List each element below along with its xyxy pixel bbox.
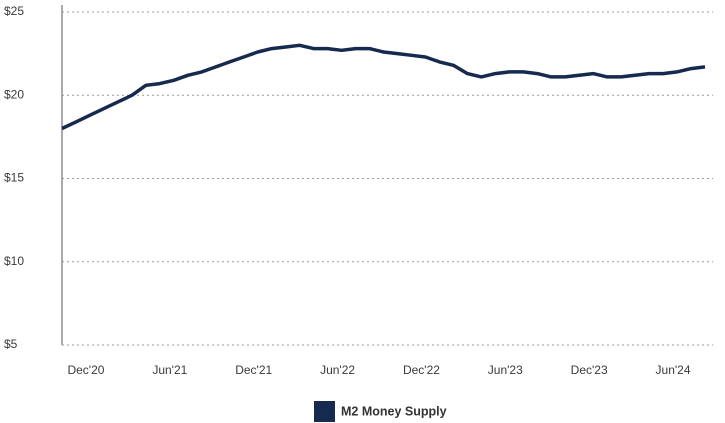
x-tick-label: Dec'21: [235, 363, 272, 377]
y-tick-label: $15: [4, 171, 24, 185]
y-tick-label: $25: [4, 4, 24, 18]
legend-swatch: [314, 401, 335, 422]
x-tick-label: Dec'20: [67, 363, 104, 377]
y-tick-label: $20: [4, 87, 24, 101]
x-tick-label: Jun'22: [320, 363, 355, 377]
y-tick-label: $5: [4, 337, 18, 351]
y-tick-label: $10: [4, 254, 24, 268]
x-tick-label: Dec'22: [403, 363, 440, 377]
legend-label: M2 Money Supply: [341, 404, 447, 418]
x-tick-label: Dec'23: [571, 363, 608, 377]
x-tick-label: Jun'24: [656, 363, 691, 377]
line: [61, 43, 706, 131]
x-tick-label: Jun'23: [488, 363, 523, 377]
x-tick-label: Jun'21: [152, 363, 187, 377]
